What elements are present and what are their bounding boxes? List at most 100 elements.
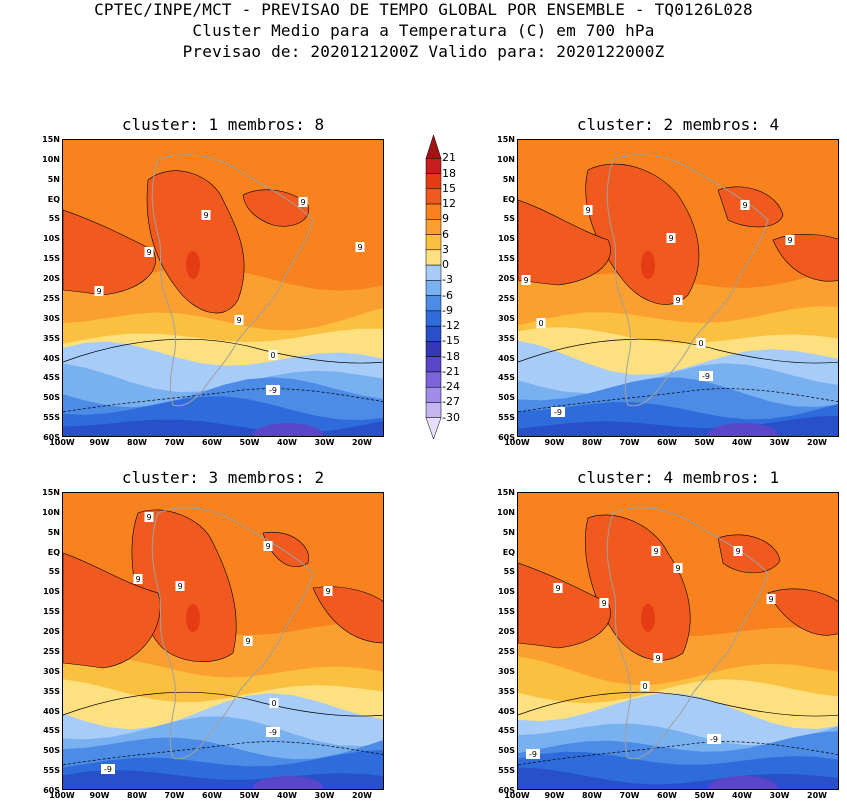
y-tick-label: 15S [498,607,515,617]
cold-core [253,423,323,436]
x-tick-label: 80W [582,438,602,447]
colorbar-swatch [425,310,442,327]
warm-region [63,552,161,669]
warm-region [63,209,156,296]
y-tick-label: 15S [498,254,515,264]
y-tick-label: 45S [498,726,515,736]
svg-text:9: 9 [300,198,305,207]
x-tick-label: 90W [89,438,110,447]
panel-2-title: cluster: 2 membros: 4 [576,115,780,134]
svg-text:9: 9 [668,234,673,243]
warm-core [641,604,655,632]
map-panel-2: 9 9 9 9 9 9 0 0 -9 -9 [517,139,839,437]
coastline [606,154,769,407]
x-tick-label: 80W [582,791,602,800]
contour-label: -9 [707,734,721,744]
svg-text:0: 0 [698,339,703,348]
svg-text:-9: -9 [269,386,277,395]
contour-label: 9 [553,583,563,593]
colorbar-tick-label: -27 [442,395,460,409]
svg-text:9: 9 [357,243,362,252]
colorbar-swatch [425,173,442,190]
contour-label: 9 [666,233,676,243]
contour-label: 9 [323,586,333,596]
y-tick-label: 15N [497,488,515,497]
svg-text:0: 0 [270,351,275,360]
svg-text:9: 9 [768,595,773,604]
y-tick-label: 40S [498,353,515,363]
contour-label: 0 [268,350,278,360]
warm-region [312,586,383,644]
y-tick-label: 10S [498,587,515,597]
colorbar-tick-label: -18 [442,349,460,363]
y-tick-label: 50S [498,746,515,756]
y-tick-label: 15S [43,254,60,264]
svg-text:9: 9 [146,513,151,522]
contour-label: 9 [521,275,531,285]
y-tick-label: EQ [502,194,515,204]
y-tick-label: 35S [43,333,60,343]
x-tick-label: 50W [694,791,715,800]
warm-region [772,233,838,282]
x-tick-label: 90W [89,791,110,800]
colorbar-tick-label: 9 [442,212,449,226]
warm-core [641,251,655,279]
coastline [606,507,769,760]
y-tick-label: 45S [498,373,515,383]
colorbar-swatch [425,264,442,281]
x-tick-label: 20W [807,438,827,447]
svg-text:0: 0 [538,319,543,328]
contour-label: 9 [263,541,273,551]
y-tick-label: 40S [43,353,60,363]
y-tick-label: 60S [43,786,60,795]
x-tick-label: 100W [504,791,530,800]
contour-label: -9 [526,749,540,759]
colorbar-tick-label: -12 [442,319,460,333]
contour-minus9 [518,741,838,766]
contour-label: 9 [201,210,211,220]
y-tick-label: 45S [43,373,60,383]
x-tick-label: 90W [544,791,565,800]
y-tick-label: 10S [43,587,60,597]
x-tick-label: 70W [619,438,640,447]
y-tick-label: 25S [498,293,515,303]
colorbar-swatch [425,188,442,205]
coastline [151,154,314,407]
colorbar-tick-label: 15 [442,181,456,195]
svg-text:0: 0 [642,682,647,691]
contour-label: 0 [696,338,706,348]
colorbar-tick-label: 0 [442,258,449,272]
colorbar-tick-label: 6 [442,227,449,241]
warm-region [518,562,611,649]
colorbar-swatch [425,219,442,235]
y-tick-label: 55S [498,766,515,776]
y-tick-label: 5S [503,567,515,577]
contour-label: 9 [243,636,253,646]
y-tick-label: 30S [498,666,515,676]
cold-core [708,776,778,789]
contour-label: 9 [733,546,743,556]
colorbar-tick-label: -15 [442,334,460,348]
cold-core [708,423,778,436]
map-panel-3: 9 9 9 9 9 9 0 -9 -9 [62,492,384,790]
contour-label: 9 [673,563,683,573]
map-panel-1: 9 9 9 9 9 9 0 -9 [62,139,384,437]
y-tick-label: 50S [43,746,60,756]
contour-label: 9 [298,197,308,207]
contour-label: 0 [269,698,279,708]
y-tick-label: 50S [43,393,60,403]
colorbar-swatch [425,417,442,440]
x-tick-label: 70W [164,438,185,447]
svg-text:9: 9 [735,547,740,556]
contour-label: -9 [699,371,713,381]
y-tick-label: 10N [42,507,60,517]
y-tick-label: 35S [498,333,515,343]
colorbar-swatch [425,341,442,357]
contour-label: 9 [766,594,776,604]
y-tick-label: 5N [502,527,515,537]
svg-text:-9: -9 [269,728,277,737]
contour-label: 9 [583,205,593,215]
svg-text:9: 9 [742,201,747,210]
x-tick-label: 90W [544,438,565,447]
y-tick-label: 10S [498,234,515,244]
